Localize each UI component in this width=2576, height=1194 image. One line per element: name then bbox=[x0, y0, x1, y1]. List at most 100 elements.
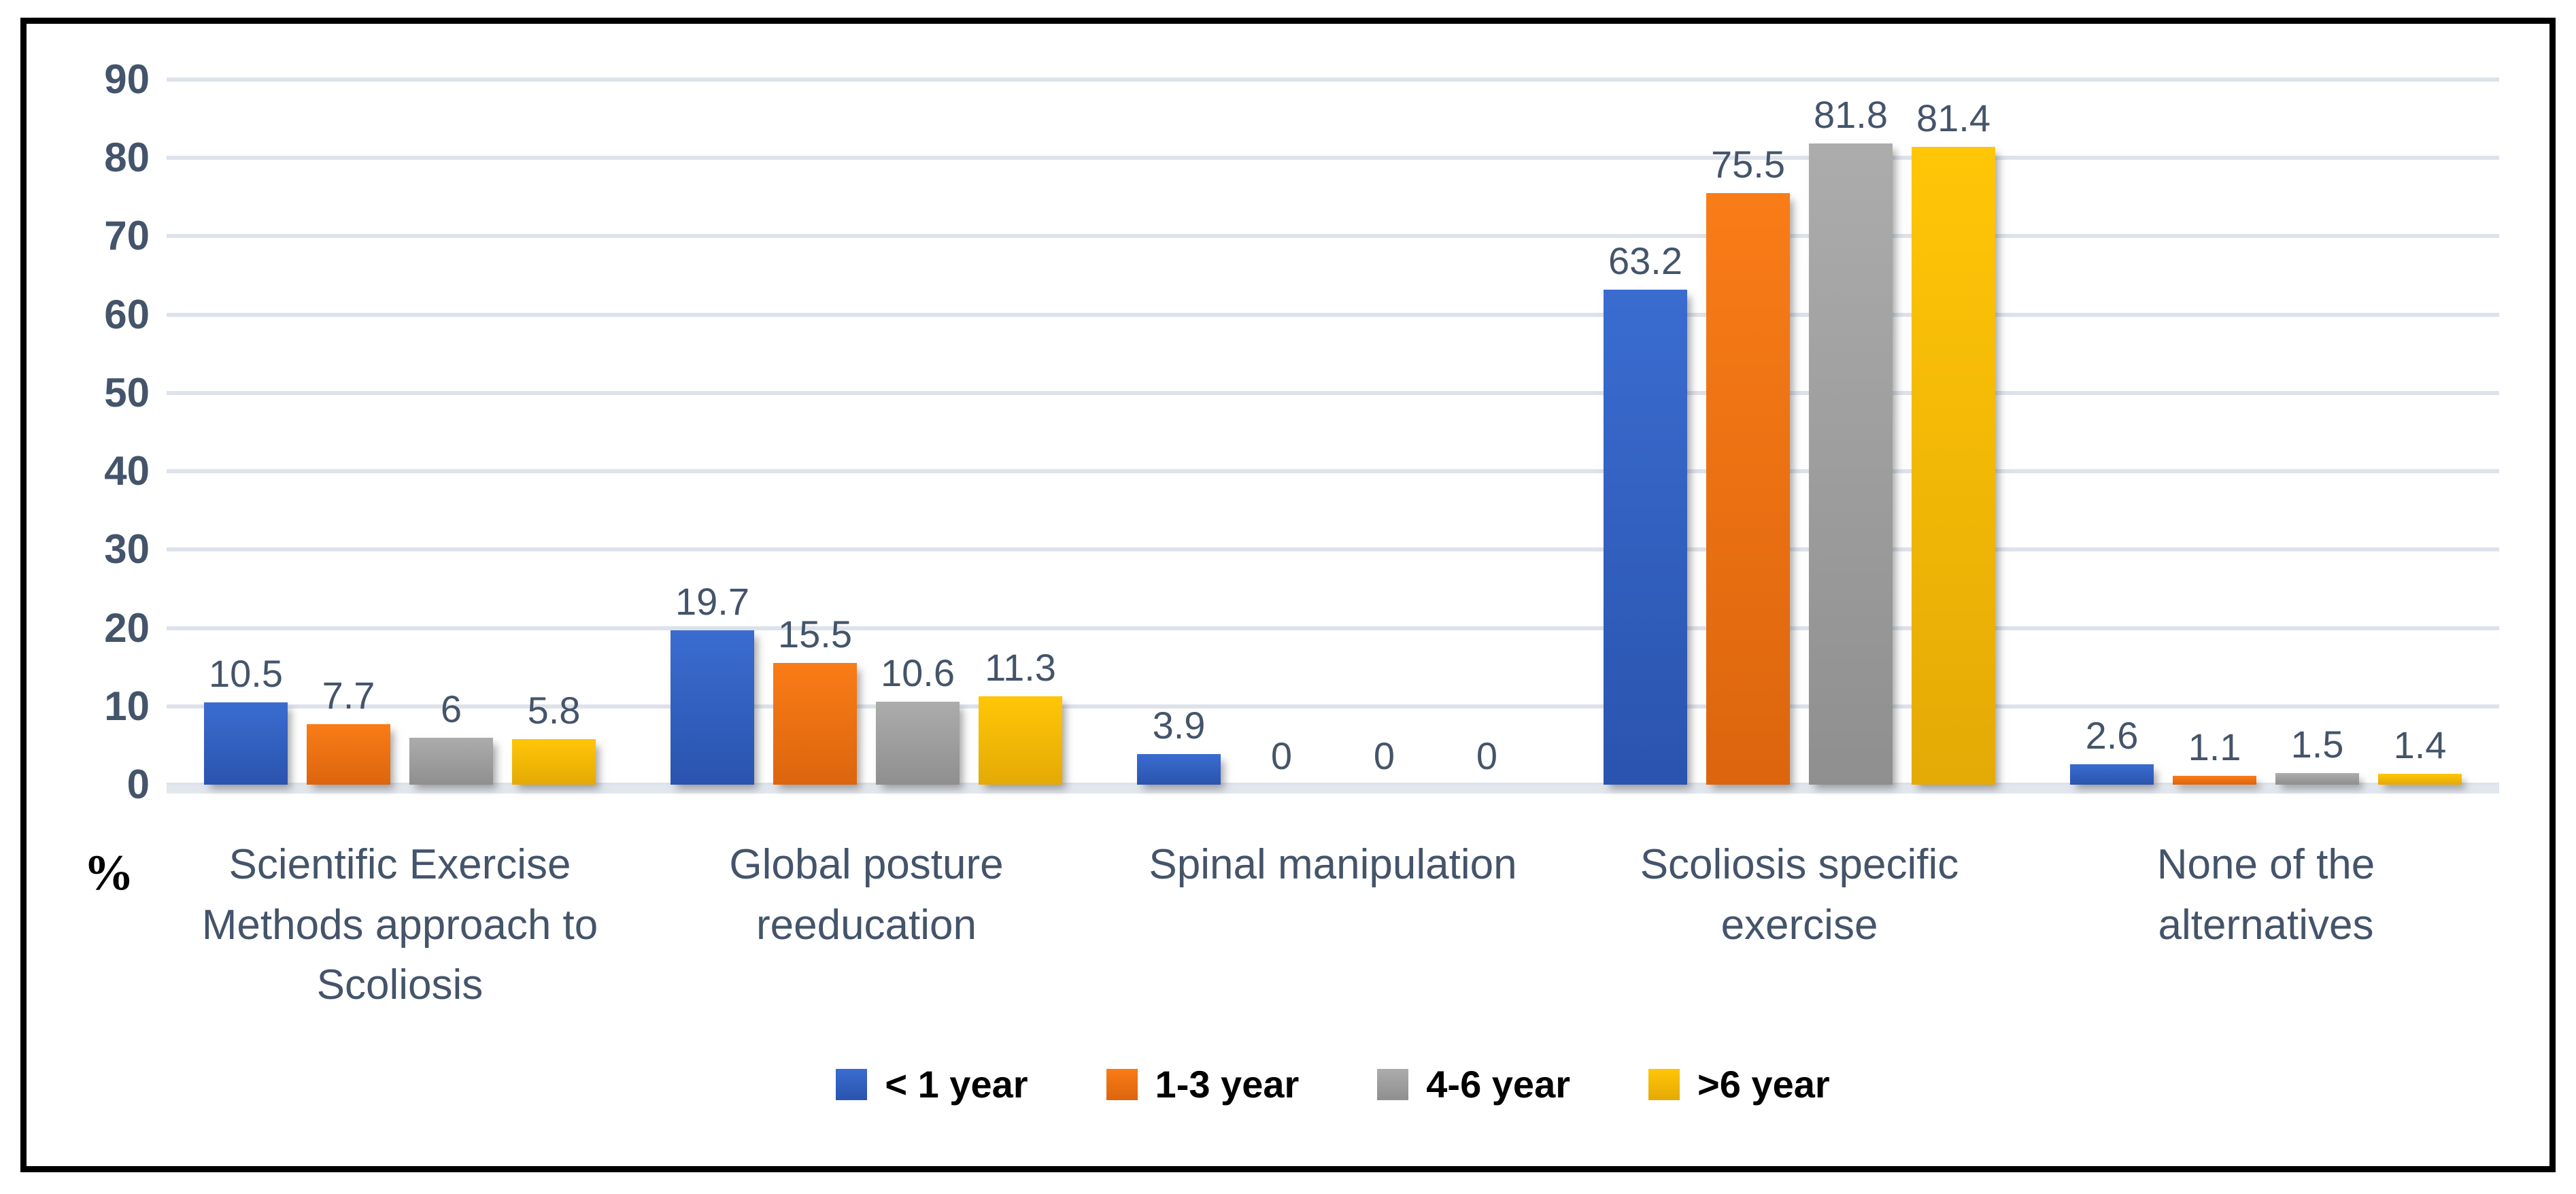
bar-group-3: 3.9 0 0 0 bbox=[1100, 80, 1566, 785]
bar->6 year bbox=[512, 739, 596, 785]
bar-cell: 10.6 bbox=[876, 80, 960, 785]
bar-cell: 0 bbox=[1240, 80, 1323, 785]
legend-swatch-icon bbox=[1377, 1068, 1409, 1100]
bar-value-label: 81.4 bbox=[1916, 97, 1990, 140]
bar-cell: 3.9 bbox=[1137, 80, 1221, 785]
bar->6 year bbox=[1912, 147, 1995, 785]
y-tick-label-60: 60 bbox=[104, 291, 150, 337]
legend-item-1-3 year: 1-3 year bbox=[1106, 1062, 1300, 1106]
legend-item-4-6 year: 4-6 year bbox=[1377, 1062, 1570, 1106]
bar-4-6 year bbox=[876, 701, 960, 785]
bar-1-3 year bbox=[2173, 776, 2256, 785]
gridline-20 bbox=[167, 626, 2499, 630]
bar-4-6 year bbox=[1809, 143, 1893, 785]
gridline-70 bbox=[167, 234, 2499, 239]
bar-value-label: 11.3 bbox=[985, 645, 1056, 689]
bar-group-1: 10.5 7.7 6 5.8 bbox=[167, 80, 633, 785]
bar-< 1 year bbox=[1604, 289, 1687, 785]
bar-cell: 0 bbox=[1445, 80, 1529, 785]
y-tick-label-10: 10 bbox=[104, 683, 150, 729]
bar->6 year bbox=[2378, 773, 2462, 785]
bar-4-6 year bbox=[409, 737, 493, 785]
legend-swatch-icon bbox=[836, 1068, 868, 1100]
bar-value-label: 3.9 bbox=[1152, 704, 1206, 747]
y-tick-label-80: 80 bbox=[104, 135, 150, 181]
y-tick-label-90: 90 bbox=[104, 56, 150, 102]
bar-value-label: 81.8 bbox=[1814, 93, 1888, 137]
bar-value-label: 5.8 bbox=[527, 689, 581, 732]
bar-cell: 75.5 bbox=[1706, 80, 1790, 785]
bar-cell: 1.4 bbox=[2378, 80, 2462, 785]
bar-cell: 81.4 bbox=[1912, 80, 1995, 785]
gridline-40 bbox=[167, 469, 2499, 474]
gridline-60 bbox=[167, 312, 2499, 317]
legend: < 1 year 1-3 year 4-6 year >6 year bbox=[167, 1062, 2499, 1106]
bar-value-label: 1.5 bbox=[2290, 722, 2344, 766]
legend-swatch-icon bbox=[1648, 1068, 1680, 1100]
category-label-1: Scientific Exercise Methods approach to … bbox=[201, 841, 598, 1009]
bar-value-label: 7.7 bbox=[322, 674, 375, 717]
bar-< 1 year bbox=[2070, 764, 2154, 785]
bar-1-3 year bbox=[1706, 193, 1790, 785]
plot-area: 10.5 7.7 6 5.8 19.7 15.5 10.6 11.3 3.9 0 0 0 63.2 75.… bbox=[167, 78, 2499, 794]
bar-groups: 10.5 7.7 6 5.8 19.7 15.5 10.6 11.3 3.9 0 0 0 63.2 75.… bbox=[167, 80, 2499, 785]
category-label-4: Scoliosis specific exercise bbox=[1640, 841, 1959, 949]
bar-cell: 7.7 bbox=[307, 80, 390, 785]
y-tick-label-50: 50 bbox=[104, 369, 150, 415]
bar-value-label: 75.5 bbox=[1711, 143, 1785, 186]
bar-value-label: 0 bbox=[1373, 734, 1395, 777]
legend-item->6 year: >6 year bbox=[1648, 1062, 1830, 1106]
y-tick-label-40: 40 bbox=[104, 448, 150, 494]
bar-cell: 2.6 bbox=[2070, 80, 2154, 785]
bar-value-label: 0 bbox=[1270, 734, 1293, 777]
y-tick-label-70: 70 bbox=[104, 213, 150, 259]
gridline-80 bbox=[167, 156, 2499, 160]
category-label-2: Global posture reeducation bbox=[729, 841, 1004, 949]
category-label-5: None of the alternatives bbox=[2156, 841, 2375, 949]
bar-1-3 year bbox=[307, 724, 390, 785]
bar->6 year bbox=[979, 696, 1062, 785]
bar-cell: 19.7 bbox=[671, 80, 754, 785]
chart-frame bbox=[20, 18, 2556, 1172]
bar-cell: 5.8 bbox=[512, 80, 596, 785]
bar-value-label: 19.7 bbox=[675, 580, 749, 624]
bar-group-4: 63.2 75.5 81.8 81.4 bbox=[1566, 80, 2033, 785]
bar-1-3 year bbox=[773, 663, 857, 785]
bar-cell: 1.1 bbox=[2173, 80, 2256, 785]
bar-value-label: 1.1 bbox=[2188, 726, 2241, 769]
gridline-10 bbox=[167, 704, 2499, 709]
bar-value-label: 1.4 bbox=[2393, 723, 2447, 766]
bar-value-label: 0 bbox=[1476, 734, 1498, 777]
y-tick-label-20: 20 bbox=[104, 604, 150, 651]
bar-cell: 0 bbox=[1342, 80, 1426, 785]
category-label-3: Spinal manipulation bbox=[1149, 841, 1517, 888]
bar-value-label: 2.6 bbox=[2085, 714, 2139, 757]
y-axis-unit-label: % bbox=[84, 845, 134, 901]
legend-label: 1-3 year bbox=[1155, 1063, 1300, 1106]
bar-< 1 year bbox=[671, 630, 754, 785]
bar-value-label: 10.6 bbox=[881, 651, 955, 694]
y-tick-label-30: 30 bbox=[104, 526, 150, 573]
legend-swatch-icon bbox=[1106, 1068, 1138, 1100]
bar-value-label: 10.5 bbox=[209, 652, 283, 696]
bar-< 1 year bbox=[1137, 754, 1221, 785]
bar-cell: 63.2 bbox=[1604, 80, 1687, 785]
y-tick-label-0: 0 bbox=[126, 762, 150, 807]
legend-item-< 1 year: < 1 year bbox=[836, 1062, 1028, 1106]
legend-label: < 1 year bbox=[885, 1063, 1028, 1106]
gridline-30 bbox=[167, 547, 2499, 552]
legend-label: >6 year bbox=[1697, 1063, 1830, 1106]
bar-value-label: 15.5 bbox=[778, 613, 852, 656]
bar-cell: 15.5 bbox=[773, 80, 857, 785]
gridline-90 bbox=[167, 78, 2499, 82]
bar-cell: 11.3 bbox=[979, 80, 1062, 785]
bar-group-2: 19.7 15.5 10.6 11.3 bbox=[633, 80, 1100, 785]
bar-< 1 year bbox=[204, 702, 288, 785]
bar-value-label: 6 bbox=[440, 687, 462, 730]
bar-cell: 1.5 bbox=[2275, 80, 2359, 785]
bar-cell: 6 bbox=[409, 80, 493, 785]
bar-4-6 year bbox=[2275, 772, 2359, 785]
gridline-50 bbox=[167, 390, 2499, 395]
legend-label: 4-6 year bbox=[1426, 1063, 1571, 1106]
